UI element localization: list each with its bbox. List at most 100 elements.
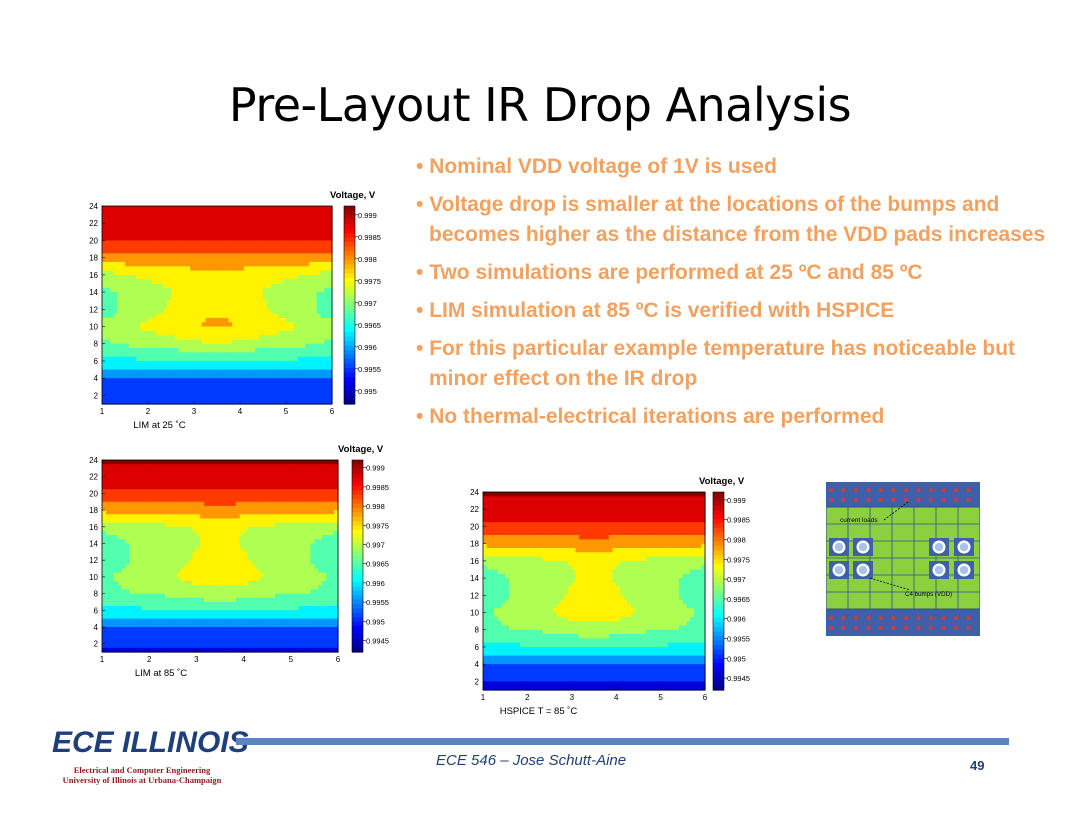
heatmap-cell	[105, 476, 111, 482]
heatmap-cell	[200, 606, 205, 611]
heatmap-cell	[247, 360, 253, 366]
heatmap-cell	[240, 348, 245, 353]
heatmap-cell	[121, 274, 126, 280]
heatmap-cell	[182, 227, 187, 233]
heatmap-cell	[301, 365, 306, 371]
heatmap-cell	[145, 547, 150, 553]
heatmap-cell	[125, 283, 130, 289]
heatmap-cell	[223, 601, 229, 607]
heatmap-cell	[208, 522, 213, 528]
heatmap-cell	[188, 622, 194, 628]
heatmap-cell	[309, 330, 314, 336]
heatmap-cell	[309, 206, 314, 211]
heatmap-cell	[109, 526, 115, 532]
heatmap-cell	[247, 378, 253, 384]
heatmap-cell	[180, 597, 186, 603]
heatmap-cell	[212, 518, 217, 524]
heatmap-cell	[148, 270, 153, 276]
heatmap-cell	[186, 270, 191, 276]
heatmap-cell	[133, 606, 138, 611]
heatmap-cell	[159, 231, 164, 237]
heatmap-cell	[289, 236, 295, 242]
heatmap-cell	[148, 274, 153, 280]
heatmap-cell	[136, 206, 141, 211]
heatmap-cell	[194, 261, 199, 267]
heatmap-cell	[194, 335, 199, 341]
heatmap-cell	[247, 373, 253, 379]
heatmap-cell	[232, 373, 237, 379]
heatmap-cell	[121, 266, 126, 272]
heatmap-cell	[274, 231, 279, 237]
heatmap-cell	[301, 249, 306, 254]
heatmap-cell	[105, 505, 111, 511]
heatmap-cell	[186, 292, 191, 297]
heatmap-cell	[236, 373, 241, 379]
heatmap-cell	[274, 369, 279, 375]
heatmap-cell	[220, 610, 225, 616]
heatmap-cell	[117, 300, 122, 306]
heatmap-cell	[128, 257, 134, 263]
heatmap-cell	[113, 560, 119, 565]
heatmap-cell	[109, 530, 115, 536]
heatmap-cell	[270, 231, 276, 237]
heatmap-cell	[243, 597, 249, 603]
heatmap-cell	[316, 322, 322, 328]
heatmap-cell	[328, 313, 333, 319]
heatmap-cell	[157, 543, 162, 549]
heatmap-cell	[171, 339, 176, 345]
heatmap-cell	[197, 313, 203, 319]
heatmap-cell	[213, 348, 218, 353]
heatmap-cell	[231, 639, 237, 645]
heatmap-cell	[309, 348, 314, 353]
heatmap-cell	[297, 231, 302, 237]
heatmap-cell	[259, 296, 264, 302]
heatmap-cell	[145, 530, 150, 536]
heatmap-cell	[163, 210, 168, 216]
heatmap-cell	[197, 305, 203, 310]
heatmap-cell	[328, 326, 333, 332]
heatmap-cell	[105, 480, 111, 486]
heatmap-cell	[137, 622, 142, 628]
heatmap-cell	[192, 626, 197, 632]
heatmap-cell	[109, 568, 115, 574]
heatmap-cell	[105, 382, 111, 388]
heatmap-cell	[255, 614, 260, 620]
heatmap-cell	[105, 322, 111, 328]
heatmap-cell	[312, 309, 318, 315]
heatmap-cell	[251, 526, 256, 532]
heatmap-cell	[201, 261, 207, 267]
heatmap-cell	[145, 497, 150, 503]
heatmap-cell	[109, 223, 115, 229]
heatmap-cell	[132, 283, 138, 289]
heatmap-cell	[208, 568, 213, 574]
heatmap-cell	[227, 647, 233, 653]
heatmap-cell	[190, 300, 195, 306]
heatmap-cell	[217, 274, 222, 280]
heatmap-cell	[168, 589, 174, 595]
heatmap-cell	[145, 564, 150, 570]
heatmap-cell	[176, 551, 182, 557]
heatmap-cell	[188, 568, 194, 574]
heatmap-cell	[231, 501, 237, 507]
heatmap-cell	[220, 560, 225, 565]
heatmap-cell	[266, 365, 272, 371]
heatmap-cell	[297, 365, 302, 371]
heatmap-cell	[121, 270, 126, 276]
heatmap-cell	[178, 348, 184, 353]
heatmap-cell	[286, 274, 291, 280]
heatmap-cell	[176, 635, 182, 641]
heatmap-cell	[109, 522, 115, 528]
heatmap-cell	[204, 505, 209, 511]
heatmap-cell	[205, 369, 210, 375]
heatmap-cell	[168, 497, 174, 503]
heatmap-cell	[164, 564, 170, 570]
heatmap-cell	[144, 305, 149, 310]
heatmap-cell	[286, 305, 291, 310]
heatmap-cell	[133, 543, 138, 549]
heatmap-cell	[140, 352, 145, 358]
heatmap-cell	[282, 399, 287, 405]
heatmap-cell	[180, 626, 186, 632]
heatmap-cell	[109, 365, 115, 371]
heatmap-cell	[151, 223, 157, 229]
heatmap-cell	[279, 614, 284, 620]
